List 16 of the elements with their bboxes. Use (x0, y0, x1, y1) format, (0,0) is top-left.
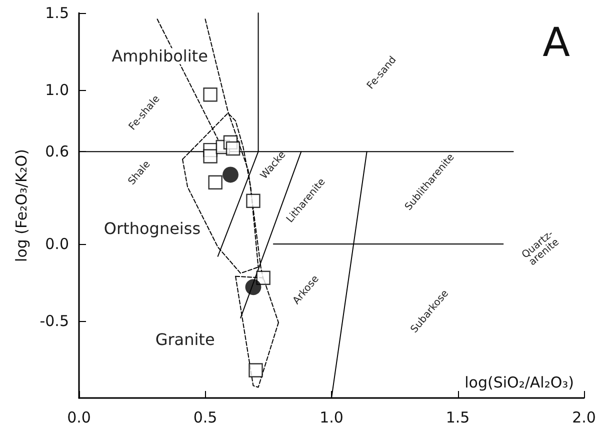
x-tick-label: 0.5 (193, 408, 218, 426)
annotation: Granite (155, 330, 215, 349)
annotation: A (542, 20, 571, 66)
x-tick-label: 0.0 (67, 408, 91, 426)
x-tick-label: 2.0 (572, 408, 596, 426)
y-tick-label: 1.5 (45, 4, 69, 22)
x-axis-title: log(SiO₂/Al₂O₃) (464, 374, 574, 392)
x-tick-label: 1.5 (446, 408, 470, 426)
y-tick-label: 1.0 (45, 81, 69, 99)
annotation: Orthogneiss (104, 219, 201, 238)
annotation: Amphibolite (112, 46, 208, 66)
y-tick-label: 0.6 (45, 142, 69, 161)
y-tick-label: -0.5 (40, 312, 69, 330)
y-axis-title: log (Fe₂O₃/K₂O) (12, 149, 30, 262)
y-tick-label: 0.0 (45, 235, 69, 253)
x-tick-label: 1.0 (320, 408, 344, 426)
